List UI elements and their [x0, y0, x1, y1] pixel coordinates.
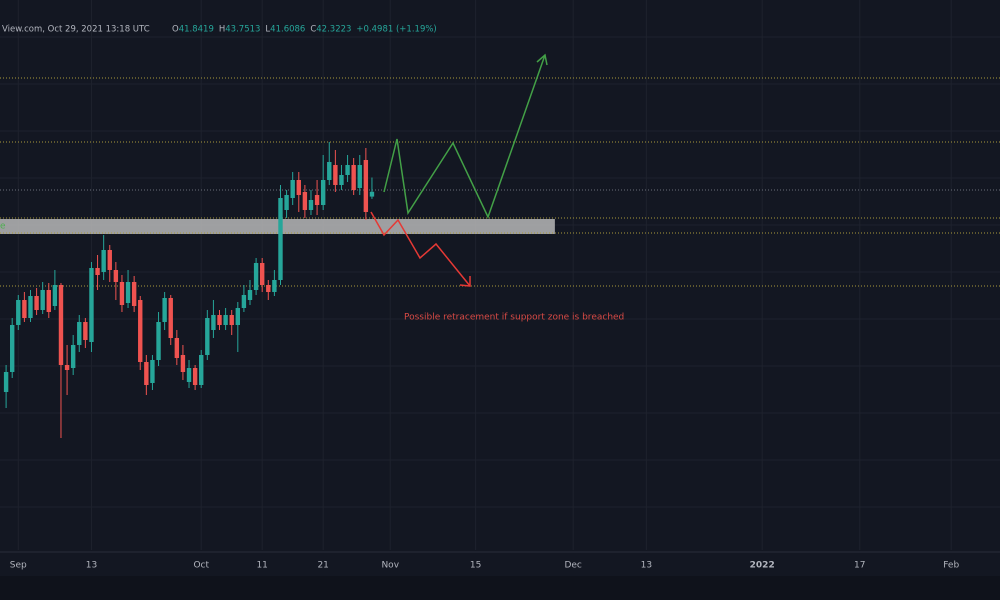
- candle-body: [40, 290, 45, 310]
- bullish-path: [383, 54, 546, 219]
- candle-body: [211, 315, 216, 330]
- candle-body: [229, 315, 234, 325]
- candle-body: [247, 290, 253, 300]
- candle-body: [150, 360, 155, 383]
- candle-body: [308, 200, 314, 210]
- candle-body: [363, 160, 369, 212]
- candle-body: [125, 282, 131, 303]
- candle-body: [199, 355, 204, 385]
- x-tick-label: Dec: [564, 561, 581, 571]
- candle-body: [369, 191, 375, 197]
- ohlc-value: 41.6086: [270, 25, 305, 35]
- candle-body: [253, 263, 259, 290]
- candle-body: [107, 250, 112, 270]
- candle-body: [34, 296, 39, 310]
- candle-body: [52, 285, 58, 306]
- candle-body: [22, 300, 27, 318]
- candle-body: [138, 300, 143, 362]
- support-zone: [0, 219, 555, 234]
- x-tick-label: 15: [470, 561, 481, 571]
- candle-body: [284, 195, 289, 210]
- ohlc-value: 43.7513: [225, 25, 260, 35]
- x-tick-label: Sep: [10, 561, 27, 571]
- ohlc: O 41.8419 H 43.7513 L 41.6086 C 42.3223 +0.4981 …: [172, 25, 437, 35]
- x-tick-label: 2022: [750, 561, 775, 571]
- candle-body: [259, 263, 265, 285]
- candle-body: [357, 165, 362, 188]
- bearish-arrowhead: [459, 276, 471, 287]
- candle-body: [223, 315, 228, 325]
- candle-body: [192, 368, 198, 385]
- candle-body: [235, 308, 241, 325]
- x-tick-label: Nov: [381, 561, 399, 571]
- candle-body: [327, 162, 332, 180]
- ohlc-value: 42.3223: [316, 25, 351, 35]
- candle-body: [9, 325, 15, 372]
- ohlc-label: C: [310, 25, 316, 35]
- x-tick-label: Feb: [943, 561, 959, 571]
- ohlc-label: H: [219, 25, 225, 35]
- candle-body: [70, 345, 76, 368]
- candle-body: [168, 298, 173, 338]
- candle-body: [16, 300, 21, 325]
- header-source: View.com, Oct 29, 2021 13:18 UTC: [2, 25, 150, 35]
- candle-body: [46, 290, 51, 312]
- candle-body: [174, 338, 180, 358]
- ohlc-value: 41.8419: [179, 25, 214, 35]
- candle-body: [58, 285, 64, 365]
- annotation: Possible retracement if support zone is …: [404, 313, 624, 323]
- candle-body: [296, 180, 301, 195]
- candle-body: [101, 250, 106, 272]
- candle-body: [351, 165, 356, 190]
- candles: [3, 142, 375, 438]
- ohlc-change: +0.4981 (+1.19%): [356, 25, 436, 35]
- candle-body: [205, 318, 210, 355]
- candle-body: [290, 180, 295, 198]
- candle-body: [119, 282, 125, 305]
- candle-body: [64, 365, 70, 370]
- x-tick-label: 11: [256, 561, 267, 571]
- candle-body: [28, 296, 33, 318]
- time-axis: Sep 13 Oct 11 21 Nov 15 Dec 13 2022 17 Feb: [10, 561, 960, 571]
- ohlc-label: O: [172, 25, 179, 35]
- x-tick-label: 13: [86, 561, 97, 571]
- x-tick-label: 17: [854, 561, 865, 571]
- candle-body: [272, 280, 277, 292]
- candle-body: [113, 270, 119, 282]
- candle-body: [83, 322, 88, 340]
- candle-body: [302, 192, 308, 210]
- candle-body: [95, 268, 100, 275]
- candle-body: [241, 295, 247, 308]
- levels: [0, 77, 1000, 287]
- candle-body: [77, 322, 82, 345]
- candle-body: [345, 165, 350, 175]
- candle-body: [320, 180, 326, 205]
- candle-body: [156, 322, 161, 360]
- candle-body: [162, 298, 167, 322]
- candle-body: [339, 175, 344, 185]
- candle-body: [89, 268, 94, 342]
- ohlc-label: L: [265, 25, 270, 35]
- x-tick-label: 13: [641, 561, 652, 571]
- bullish-arrowhead: [536, 53, 548, 66]
- zone-label: e: [0, 222, 6, 232]
- candle-body: [333, 165, 338, 185]
- footer-bar: [0, 576, 1000, 600]
- candle-body: [144, 362, 149, 385]
- candle-body: [217, 315, 222, 325]
- x-tick-label: 21: [317, 561, 328, 571]
- candle-body: [314, 195, 320, 205]
- candle-body: [180, 355, 186, 372]
- candle-body: [3, 372, 9, 392]
- candle-body: [266, 285, 271, 292]
- candle-body: [278, 198, 283, 280]
- candle-body: [131, 282, 137, 306]
- x-tick-label: Oct: [193, 561, 209, 571]
- bearish-path: [370, 211, 471, 287]
- candle-body: [186, 368, 192, 382]
